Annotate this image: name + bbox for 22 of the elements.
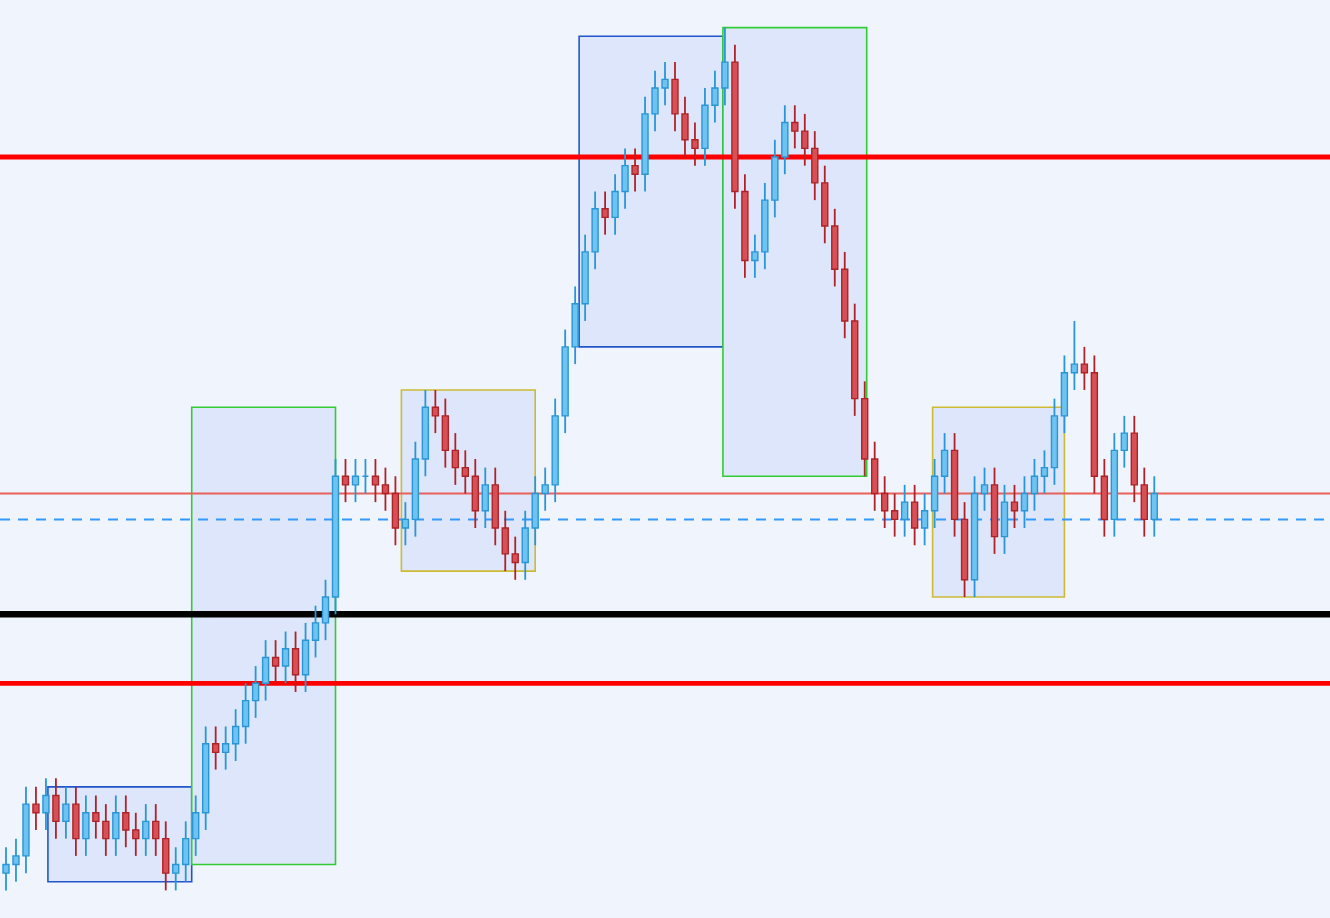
candlestick (142, 803, 150, 857)
candlestick (32, 785, 40, 831)
candlestick (82, 794, 90, 857)
candlestick (112, 794, 120, 857)
candlestick (291, 630, 300, 693)
candlestick (601, 190, 609, 236)
candlestick (52, 777, 60, 840)
candlestick (281, 630, 290, 685)
candlestick (351, 458, 360, 504)
candlestick (62, 785, 70, 840)
candlestick (1010, 483, 1019, 529)
candlestick (1150, 475, 1158, 538)
candlestick (72, 785, 80, 857)
candlestick (481, 466, 489, 529)
candlestick (271, 639, 280, 685)
candlestick (910, 483, 919, 547)
candlestick (1000, 483, 1009, 555)
candlestick (631, 147, 639, 193)
candlestick (42, 777, 50, 831)
candlestick (900, 483, 909, 538)
candlestick (341, 458, 350, 504)
candlestick (211, 725, 220, 771)
